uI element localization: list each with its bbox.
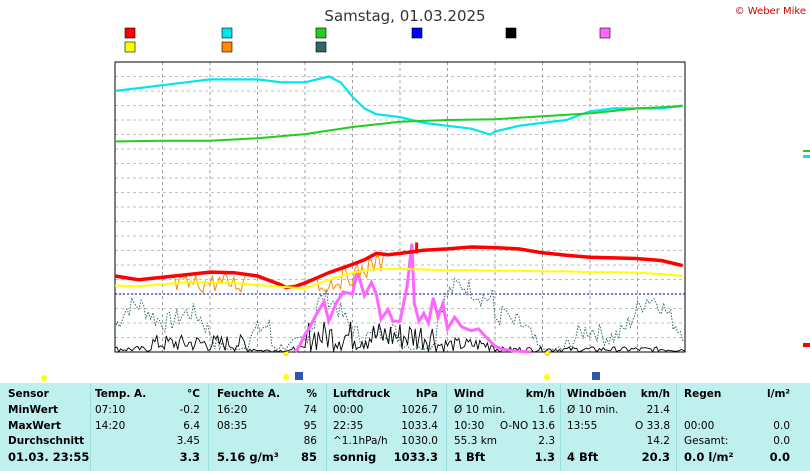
table-cell: 1 Bft: [454, 450, 486, 465]
table-cell: Ø 10 min.: [454, 403, 506, 416]
table-header-cell: l/m²: [767, 388, 790, 400]
table-cell: 01.03. 23:55: [8, 450, 90, 465]
table-cell: 21.4: [646, 403, 670, 416]
table-cell: 1026.7: [401, 403, 438, 416]
table-header-cell: Windböen: [567, 388, 627, 400]
table-cell: 14:20: [95, 419, 126, 432]
table-cell: 1.3: [534, 450, 555, 465]
table-cell: 22:35: [333, 419, 364, 432]
table-header-cell: km/h: [525, 388, 555, 400]
legend-swatch: [124, 27, 136, 39]
table-cell: 55.3 km: [454, 435, 498, 448]
table-cell: 4 Bft: [567, 450, 599, 465]
statistics-table: Sensor Temp. A. °C Feuchte A.% Luftdruck hPa W…: [0, 383, 810, 471]
table-cell: 6.4: [183, 419, 200, 432]
legend-swatch: [221, 27, 233, 39]
table-cell: MinWert: [8, 403, 59, 416]
table-cell: 13:55: [567, 419, 598, 432]
table-cell: Durchschnitt: [8, 435, 85, 448]
table-header-cell: Regen: [684, 388, 722, 400]
table-cell: 1030.0: [401, 435, 438, 448]
series-luftdruck: [114, 105, 683, 143]
table-cell: 14.2: [646, 435, 670, 448]
series-taupunkt: [114, 267, 683, 290]
credit-text: © Weber Mike: [735, 6, 806, 17]
table-cell: MaxWert: [8, 419, 61, 432]
legend-swatch: [505, 27, 517, 39]
table-cell: 85: [300, 450, 317, 465]
table-cell: 0.0: [773, 419, 790, 432]
table-cell: Ø 10 min.: [567, 403, 619, 416]
table-separator: [90, 383, 91, 471]
table-cell: Gesamt:: [684, 435, 729, 448]
legend-swatch: [315, 41, 327, 53]
table-cell: 3.3: [179, 450, 200, 465]
moon-icon: [41, 375, 47, 381]
legend-swatch: [599, 27, 611, 39]
plot-area: [41, 61, 810, 381]
offscreen-mark-red: [803, 343, 810, 347]
table-header-cell: %: [306, 388, 317, 400]
table-header-cell: hPa: [416, 388, 438, 400]
table-cell: 95: [303, 419, 317, 432]
table-cell: ^1.1hPa/h: [333, 435, 388, 448]
table-cell: O 33.8: [635, 419, 670, 432]
table-header-cell: Luftdruck: [333, 388, 391, 400]
series-wind: [114, 321, 686, 353]
table-separator: [676, 383, 677, 471]
table-cell: 07:10: [95, 403, 126, 416]
legend-swatch: [411, 27, 423, 39]
table-header-cell: Feuchte A.: [217, 388, 281, 400]
table-cell: O-NO 13.6: [499, 419, 555, 432]
table-header-cell: Wind: [454, 388, 485, 400]
table-separator: [208, 383, 209, 471]
table-cell: 16:20: [217, 403, 248, 416]
table-cell: 86: [303, 435, 317, 448]
table-separator: [446, 383, 447, 471]
table-cell: 74: [303, 403, 317, 416]
twilight-icon-morning: [295, 372, 303, 380]
table-separator: [326, 383, 327, 471]
table-cell: 20.3: [641, 450, 670, 465]
table-cell: 1033.4: [401, 419, 438, 432]
table-cell: 00:00: [333, 403, 364, 416]
table-cell: 5.16 g/m³: [217, 450, 279, 465]
table-header-cell: °C: [187, 388, 200, 400]
series-solar: [294, 243, 531, 354]
table-cell: -0.2: [179, 403, 201, 416]
table-cell: 2.3: [538, 435, 555, 448]
table-cell: 0.0: [769, 450, 790, 465]
table-header-cell: Temp. A.: [95, 388, 147, 400]
table-cell: 1033.3: [393, 450, 438, 465]
sunset-icon: [544, 374, 550, 380]
weather-chart: Samstag, 01.03.2025 © Weber Mike: [41, 6, 810, 381]
legend: [124, 27, 611, 53]
table-cell: 0.0 l/m²: [684, 450, 734, 465]
offscreen-mark-cyan: [803, 155, 810, 158]
table-cell: 10:30: [454, 419, 485, 432]
chart-title: Samstag, 01.03.2025: [324, 7, 485, 25]
series-windboeen: [114, 277, 686, 352]
legend-swatch: [221, 41, 233, 53]
sunrise-icon: [283, 374, 289, 380]
offscreen-mark-green: [803, 150, 810, 152]
table-cell: 0.0: [773, 435, 790, 448]
table-cell: 1.6: [538, 403, 555, 416]
table-cell: 00:00: [684, 419, 715, 432]
legend-swatch: [315, 27, 327, 39]
legend-swatch: [124, 41, 136, 53]
plot-frame: [114, 61, 686, 353]
table-header-cell: Sensor: [8, 388, 49, 400]
table-cell: sonnig: [333, 450, 377, 465]
series-temp-a: [114, 245, 684, 290]
twilight-icon-evening: [592, 372, 600, 380]
table-cell: 08:35: [217, 419, 248, 432]
table-cell: 3.45: [176, 435, 200, 448]
series-feuchte-a: [114, 75, 683, 136]
table-header-cell: km/h: [640, 388, 670, 400]
table-separator: [560, 383, 561, 471]
